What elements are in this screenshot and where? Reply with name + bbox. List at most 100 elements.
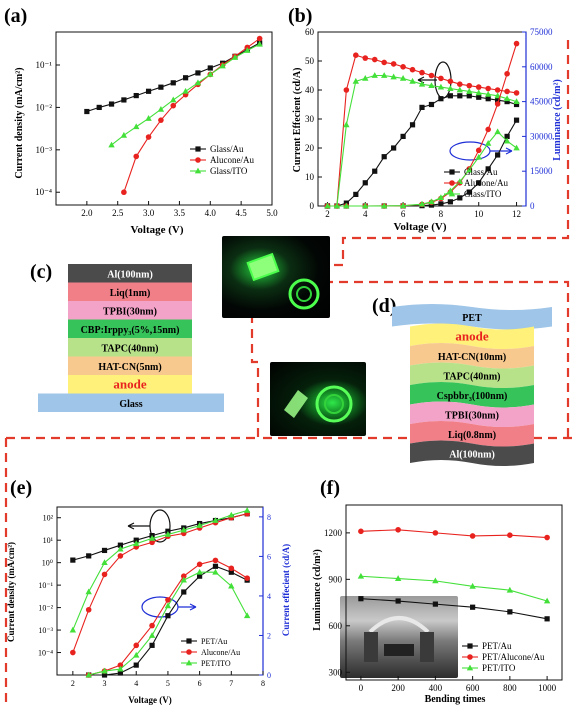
- data-point: [362, 75, 369, 81]
- glow-icon: [246, 252, 320, 310]
- data-point: [228, 565, 235, 572]
- data-point: [428, 101, 435, 108]
- legend-marker: [449, 169, 455, 175]
- layer-label: TAPC(40nm): [101, 343, 158, 354]
- y-tick-label: 600: [329, 621, 343, 631]
- data-point: [475, 147, 482, 154]
- y-tick-label: 10⁻¹: [36, 60, 53, 70]
- data-point: [400, 64, 406, 70]
- data-point: [256, 35, 263, 42]
- data-point: [343, 202, 350, 209]
- data-point: [503, 95, 511, 102]
- layer-label: Al(100nm): [449, 449, 495, 460]
- data-point: [400, 133, 406, 139]
- data-point: [494, 92, 501, 99]
- data-point: [228, 582, 235, 589]
- data-point: [504, 133, 510, 139]
- data-point: [409, 77, 416, 84]
- layer-label: HAT-CN(5nm): [98, 362, 161, 373]
- data-point: [503, 137, 511, 144]
- data-point: [148, 535, 156, 541]
- data-point: [362, 55, 369, 61]
- x-tick-label: 400: [429, 683, 443, 693]
- data-point: [228, 569, 234, 575]
- data-point: [357, 572, 365, 579]
- x-tick-label: 3.5: [174, 208, 186, 218]
- data-point: [475, 89, 482, 96]
- data-point: [158, 84, 164, 90]
- x-tick-label: 7: [229, 679, 233, 688]
- y2-tick-label: 6: [267, 552, 271, 561]
- layer-block: [68, 375, 192, 394]
- data-point: [485, 126, 491, 133]
- data-point: [165, 597, 171, 603]
- data-point: [101, 559, 108, 566]
- data-point: [495, 97, 501, 103]
- legend-entry: Glass/Au: [464, 167, 498, 177]
- x-tick-label: 6: [401, 209, 406, 219]
- series-line: [360, 529, 548, 539]
- layer-label: Cspbbr₃(100nm): [437, 391, 508, 402]
- data-point: [343, 87, 350, 93]
- y-tick-label: 10⁻²: [36, 102, 53, 112]
- data-point: [418, 200, 426, 207]
- legend-entry: Glass/ITO: [464, 189, 502, 199]
- annotation-arrow-right-e: [178, 603, 197, 611]
- data-point: [362, 202, 369, 209]
- data-point: [133, 642, 140, 649]
- data-point: [428, 82, 435, 89]
- y2-tick-label: 75000: [530, 27, 553, 37]
- data-point: [165, 613, 171, 619]
- data-point: [108, 101, 115, 107]
- data-point: [495, 152, 501, 158]
- data-point: [85, 671, 92, 678]
- y2-tick-label: 0: [267, 671, 271, 680]
- chart-b-ylabel: Current Effecient (cd/A): [292, 68, 303, 173]
- data-point: [381, 59, 387, 66]
- data-point: [85, 606, 92, 613]
- data-point: [457, 93, 463, 99]
- data-point: [183, 75, 189, 81]
- bending-setup-photo: [340, 596, 458, 678]
- data-point: [469, 582, 476, 589]
- data-point: [244, 575, 250, 581]
- data-point: [353, 191, 359, 197]
- layer-block: [410, 421, 534, 447]
- data-point: [390, 73, 397, 80]
- x-tick-label: 12: [512, 209, 521, 219]
- data-point: [399, 75, 407, 81]
- data-point: [476, 180, 482, 186]
- data-point: [145, 134, 152, 140]
- data-point: [371, 72, 378, 78]
- data-point: [484, 139, 492, 146]
- device-photo-bottom: [270, 362, 366, 436]
- legend-entry: PET/Au: [201, 637, 227, 646]
- y-tick-label: 30: [305, 114, 315, 124]
- layer-label: anode: [455, 328, 488, 343]
- y-tick-label: 10⁻²: [38, 604, 53, 613]
- data-point: [466, 82, 473, 89]
- data-point: [372, 168, 378, 174]
- y2-tick-label: 4: [267, 592, 271, 601]
- y2-tick-label: 8: [267, 513, 271, 522]
- panel-label-d: (d): [372, 295, 396, 317]
- y-tick-label: 0: [310, 201, 315, 211]
- layer-block: [68, 301, 192, 320]
- panel-label-f: (f): [320, 477, 340, 499]
- legend-marker: [186, 638, 192, 644]
- x-tick-label: 6: [198, 679, 202, 688]
- x-tick-label: 1000: [538, 683, 557, 693]
- chart-f-xlabel: Bending times: [425, 694, 486, 705]
- layer-label: TAPC(40nm): [443, 371, 500, 382]
- chart-b-ylabel2: Luminance (cd/m²): [552, 79, 563, 161]
- x-tick-label: 10: [474, 209, 484, 219]
- data-point: [231, 54, 239, 60]
- y-tick-label: 60: [305, 27, 315, 37]
- data-point: [469, 533, 476, 539]
- data-point: [513, 40, 520, 47]
- data-point: [470, 604, 476, 610]
- data-point: [513, 144, 520, 151]
- data-point: [447, 78, 454, 85]
- data-point: [170, 96, 177, 103]
